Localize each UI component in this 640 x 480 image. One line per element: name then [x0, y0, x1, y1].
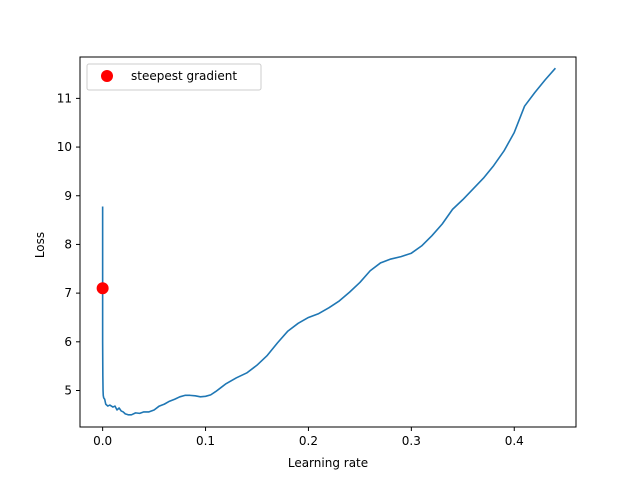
- axes-frame: [79, 56, 577, 428]
- legend-label-steepest-gradient: steepest gradient: [131, 69, 237, 83]
- y-tick-label: 5: [64, 383, 72, 397]
- x-tick-label: 0.3: [402, 434, 421, 448]
- y-tick-label: 6: [64, 335, 72, 349]
- y-tick-label: 7: [64, 286, 72, 300]
- steepest-gradient-point: [96, 282, 109, 295]
- y-tick-label: 10: [57, 140, 72, 154]
- y-tick-label: 11: [57, 91, 72, 105]
- legend: steepest gradient: [86, 63, 262, 91]
- plot-area: [96, 67, 557, 416]
- legend-marker-steepest-gradient: [101, 70, 113, 82]
- x-tick-label: 0.2: [299, 434, 318, 448]
- y-axis-label: Loss: [33, 232, 47, 258]
- x-tick-label: 0.0: [93, 434, 112, 448]
- x-axis-label: Learning rate: [288, 456, 368, 470]
- x-tick-label: 0.1: [196, 434, 215, 448]
- x-axis-ticks: 0.0 0.1 0.2 0.3 0.4: [93, 427, 524, 448]
- legend-box: [86, 63, 262, 91]
- y-tick-label: 9: [64, 189, 72, 203]
- y-axis-ticks: 5 6 7 8 9 10 11: [57, 91, 80, 397]
- loss-curve-line: [101, 67, 557, 416]
- x-tick-label: 0.4: [505, 434, 524, 448]
- y-tick-label: 8: [64, 237, 72, 251]
